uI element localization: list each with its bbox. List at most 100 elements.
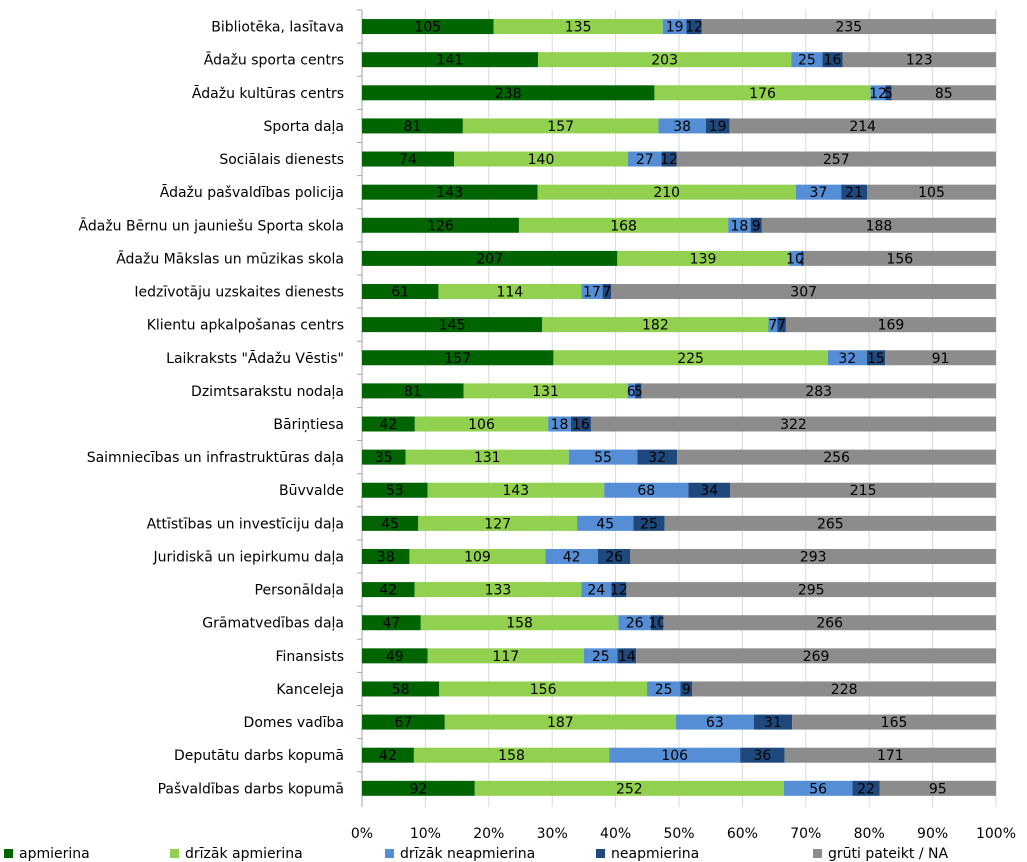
bar-segment (518, 217, 729, 233)
legend-swatch (596, 849, 605, 858)
bar-segment (650, 615, 664, 631)
data-label: 117 (492, 649, 519, 665)
data-label: 171 (877, 748, 904, 764)
data-label: 135 (565, 20, 592, 36)
bar-segment (362, 449, 406, 465)
legend-label: neapmierina (611, 846, 699, 862)
bar-segment (750, 217, 762, 233)
category-label: Kanceleja (276, 682, 344, 698)
category-label: Ādažu sporta centrs (204, 52, 344, 69)
bar-segment (427, 482, 605, 498)
bar-segment (609, 747, 741, 763)
data-label: 12 (869, 86, 887, 102)
bar-segment (705, 118, 730, 134)
bar-segment (604, 482, 689, 498)
data-label: 25 (592, 649, 610, 665)
data-label: 27 (636, 152, 654, 168)
data-label: 188 (866, 218, 893, 234)
x-tick-label: 80% (854, 826, 885, 842)
data-label: 158 (498, 748, 525, 764)
bar-segment (362, 648, 428, 664)
data-label: 322 (780, 417, 807, 433)
bar-segment (584, 648, 618, 664)
category-label: Personāldaļa (255, 583, 344, 599)
data-label: 106 (661, 748, 688, 764)
bar-segment (537, 52, 792, 68)
bar-segment (444, 714, 676, 730)
bar-segment (729, 118, 996, 134)
data-label: 106 (468, 417, 495, 433)
data-label: 45 (596, 516, 614, 532)
category-label: Domes vadība (244, 715, 344, 731)
data-label: 295 (798, 583, 825, 599)
bar-segment (570, 416, 591, 432)
bar-segment (692, 681, 996, 697)
bar-segment (891, 85, 996, 101)
data-label: 269 (803, 649, 830, 665)
data-label: 53 (386, 483, 404, 499)
bar-segment (618, 615, 651, 631)
data-label: 24 (587, 583, 605, 599)
category-label: Pašvaldības darbs kopumā (158, 781, 344, 797)
data-label: 225 (677, 351, 704, 367)
bar-segment (661, 151, 677, 167)
data-label: 133 (485, 583, 512, 599)
bar-segment (885, 350, 996, 366)
data-label: 157 (444, 351, 471, 367)
x-tick-label: 50% (663, 826, 694, 842)
bar-segment (414, 582, 582, 598)
gridlines (357, 9, 997, 807)
bar-segment (362, 151, 454, 167)
data-label: 92 (409, 781, 427, 797)
category-label: Ādažu kultūras centrs (192, 85, 344, 102)
category-label: Deputātu darbs kopumā (174, 748, 344, 764)
bar-segment (362, 780, 475, 796)
data-label: 14 (618, 649, 636, 665)
bar-segment (362, 416, 415, 432)
bar-segment (740, 747, 785, 763)
bar-segment (768, 317, 778, 333)
legend-swatch (385, 849, 394, 858)
data-label: 25 (640, 516, 658, 532)
bar-segment (463, 383, 628, 399)
bar-segment (626, 582, 996, 598)
data-label: 42 (379, 748, 397, 764)
data-label: 238 (495, 86, 522, 102)
bar-segment (701, 19, 996, 35)
data-label: 9 (752, 218, 761, 234)
data-label: 252 (616, 781, 643, 797)
bar-segment (611, 284, 996, 300)
data-label: 68 (637, 483, 655, 499)
data-label: 45 (381, 516, 399, 532)
data-label: 61 (391, 285, 409, 301)
data-label: 109 (464, 549, 491, 565)
data-label: 42 (380, 417, 398, 433)
x-tick-label: 10% (410, 826, 441, 842)
data-label: 49 (386, 649, 404, 665)
data-label: 293 (800, 549, 827, 565)
bar-segment (362, 383, 464, 399)
data-label: 5 (634, 384, 643, 400)
data-label: 228 (831, 682, 858, 698)
bar-segment (597, 548, 631, 564)
data-label: 32 (648, 450, 666, 466)
data-label: 81 (404, 384, 422, 400)
bar-segment (362, 250, 618, 266)
bar-segment (602, 284, 612, 300)
bar-segment (409, 548, 546, 564)
data-label: 143 (436, 185, 463, 201)
bar-segment (795, 184, 842, 200)
category-label: Ādažu pašvaldības policija (160, 184, 344, 201)
data-label: 74 (399, 152, 417, 168)
bar-segment (688, 482, 731, 498)
bar-segment (753, 714, 793, 730)
bar-segment (803, 250, 996, 266)
data-label: 25 (798, 53, 816, 69)
data-label: 283 (805, 384, 832, 400)
category-label: Sporta daļa (263, 119, 344, 135)
bar-segment (783, 780, 853, 796)
bar-segment (675, 714, 754, 730)
data-label: 131 (532, 384, 559, 400)
